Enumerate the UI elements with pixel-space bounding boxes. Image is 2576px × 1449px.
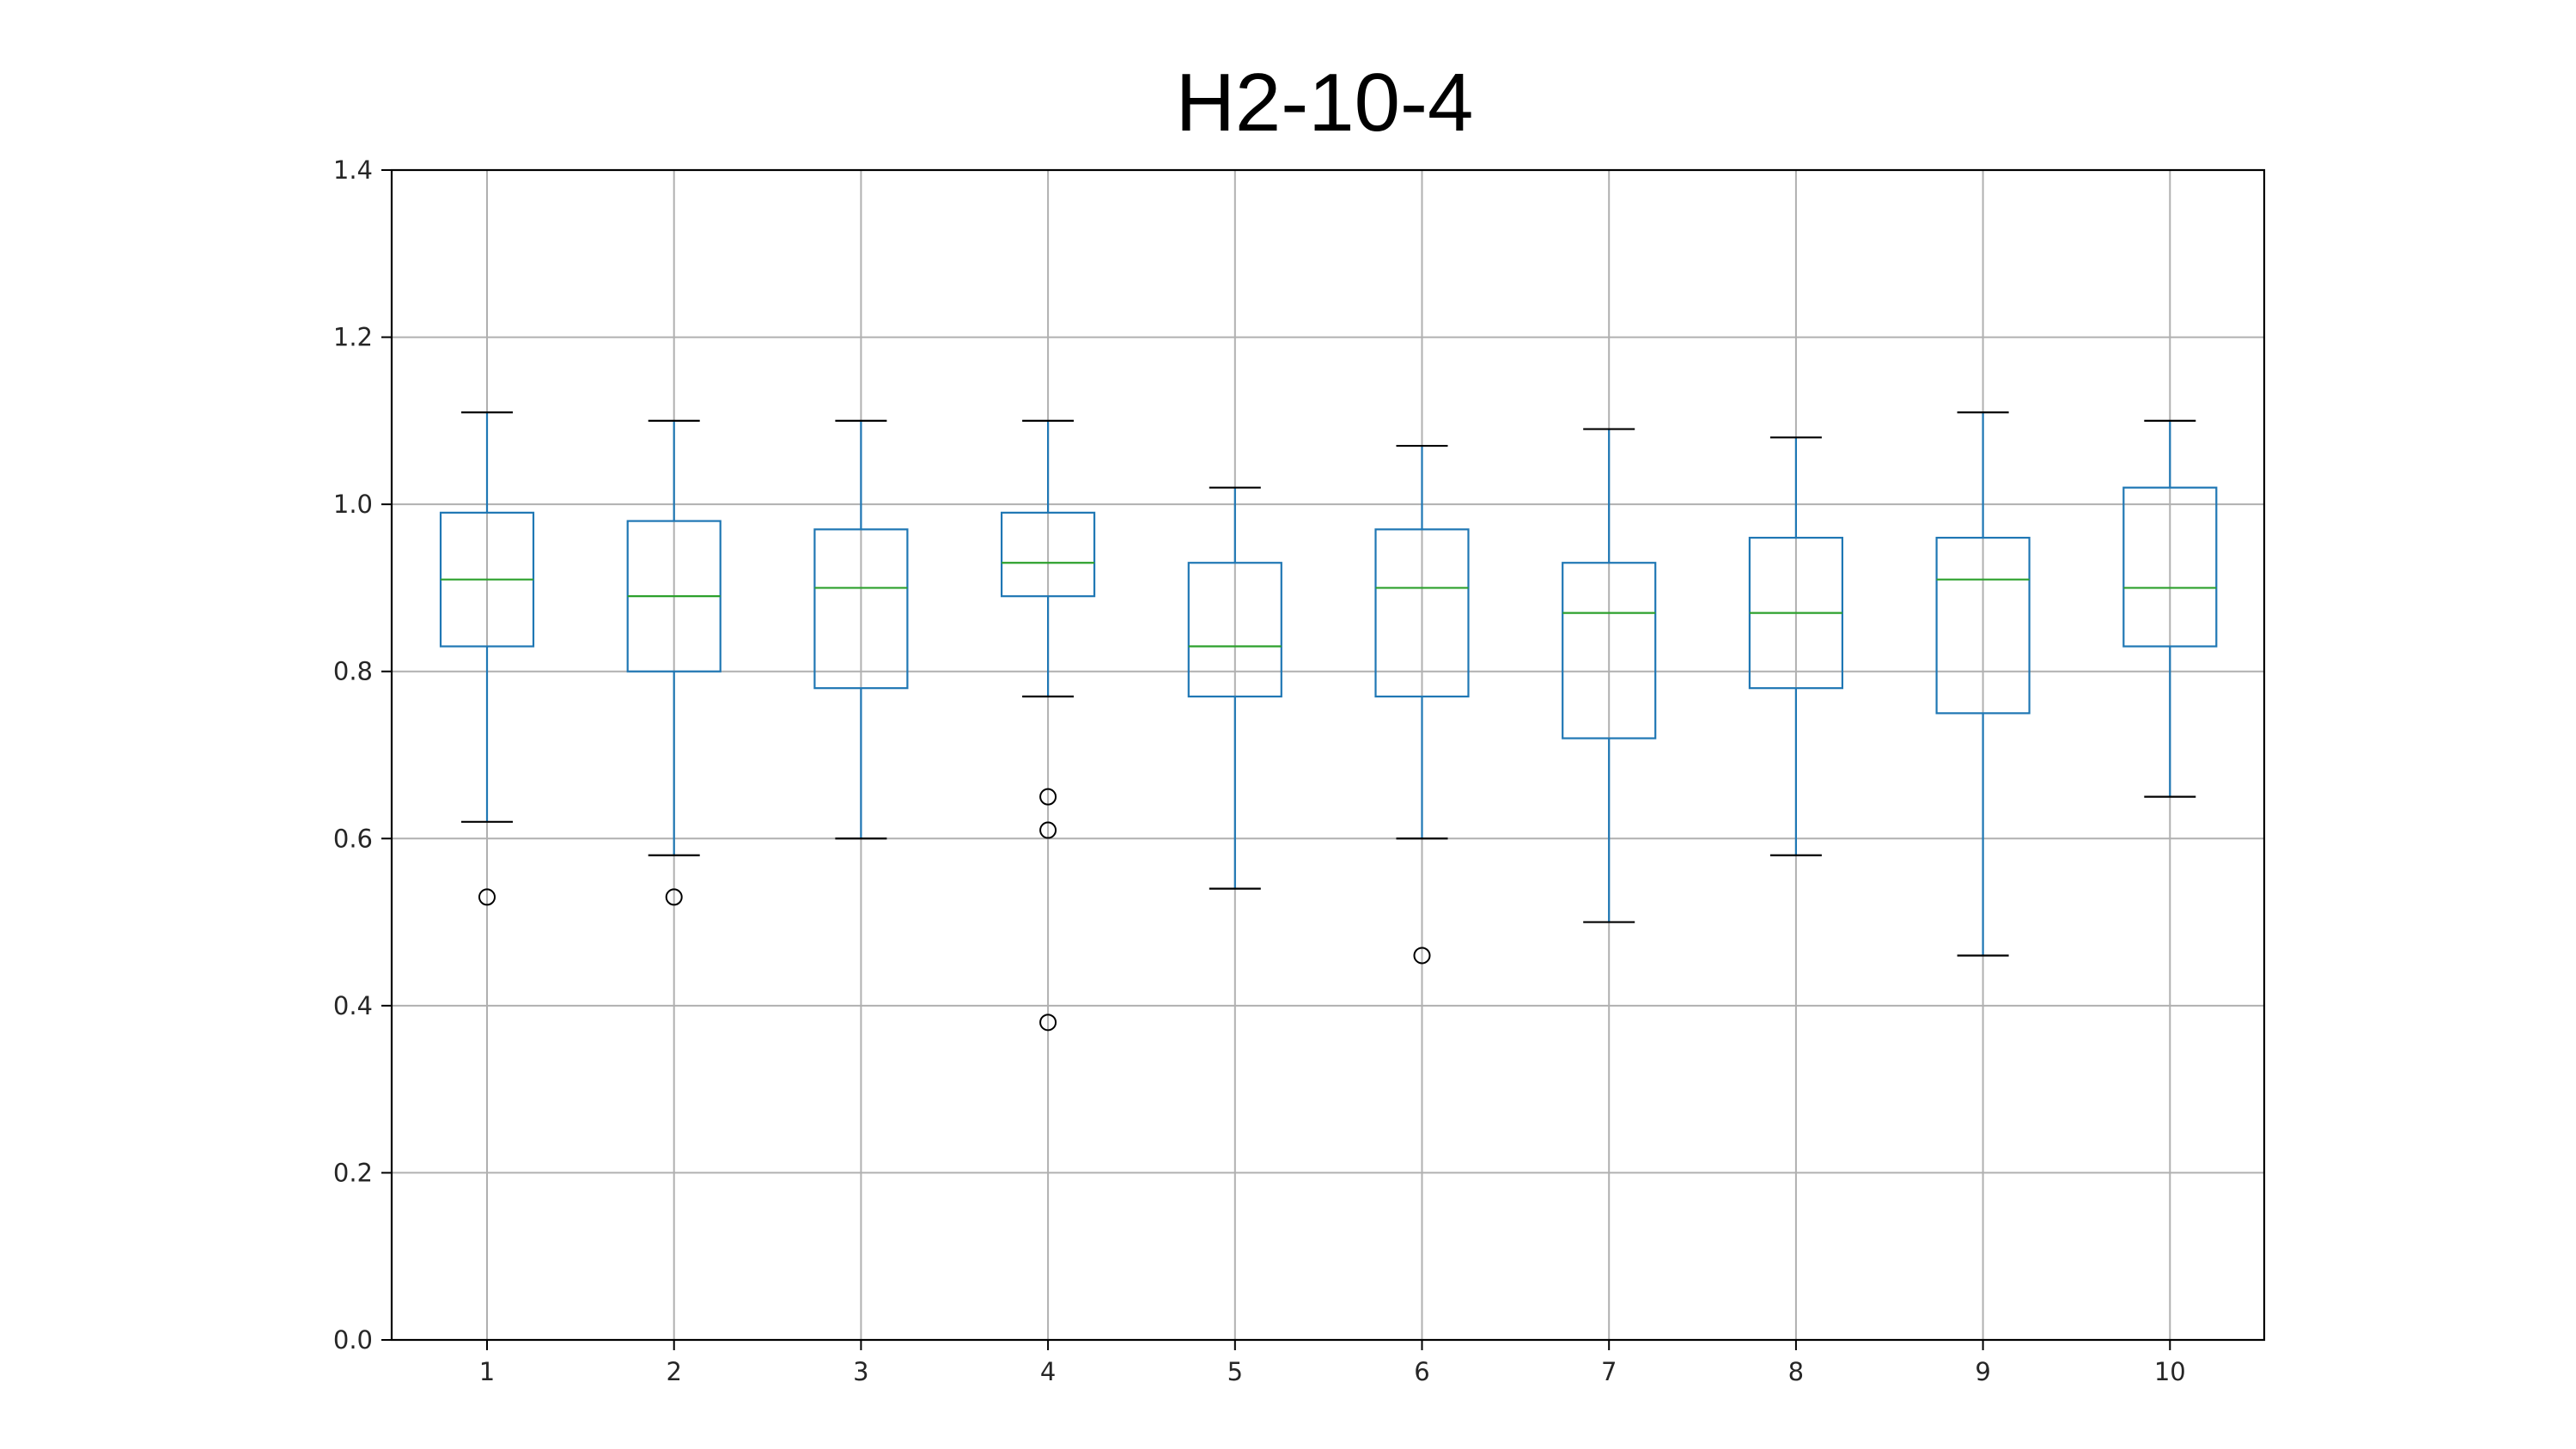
outlier-point	[1039, 1014, 1057, 1032]
box-10	[2122, 419, 2218, 798]
iqr-box	[813, 528, 909, 690]
iqr-box	[2122, 486, 2218, 648]
x-tick-label: 2	[666, 1357, 681, 1386]
y-tick-label: 0.2	[333, 1158, 373, 1187]
x-tick-label: 7	[1601, 1357, 1617, 1386]
y-tick-label: 0.0	[333, 1325, 373, 1355]
box-3	[813, 419, 909, 840]
box-9	[1935, 411, 2031, 957]
x-tick-label: 3	[853, 1357, 868, 1386]
box-1	[439, 411, 535, 906]
outlier-point	[1039, 821, 1057, 839]
box-layer	[439, 411, 2218, 1032]
outlier-point	[665, 888, 683, 906]
box-4	[1000, 419, 1096, 1032]
y-tick-label: 1.2	[333, 323, 373, 352]
y-tick-label: 0.8	[333, 657, 373, 686]
x-tick-label: 4	[1040, 1357, 1056, 1386]
x-tick-label: 8	[1788, 1357, 1804, 1386]
y-tick-label: 0.4	[333, 991, 373, 1020]
plot-area-frame	[390, 168, 2266, 1342]
box-2	[626, 419, 722, 906]
x-tick-label: 10	[2154, 1357, 2186, 1386]
iqr-box	[1935, 536, 2031, 715]
outlier-point	[478, 888, 496, 906]
iqr-box	[1187, 562, 1282, 698]
x-axis: 1 2 3 4 5 6 7 8 9 10	[479, 1340, 2186, 1386]
box-7	[1562, 428, 1657, 923]
y-axis: 0.0 0.2 0.4 0.6 0.8 1.0 1.2 1.4	[333, 155, 392, 1355]
box-8	[1748, 436, 1844, 856]
y-tick-label: 0.6	[333, 824, 373, 853]
y-tick-label: 1.0	[333, 490, 373, 519]
x-tick-label: 6	[1414, 1357, 1429, 1386]
outlier-point	[1413, 947, 1431, 965]
box-5	[1187, 486, 1282, 890]
y-tick-label: 1.4	[333, 155, 373, 185]
chart-title: H2-10-4	[1175, 57, 1474, 149]
outlier-point	[1039, 788, 1057, 806]
x-tick-label: 5	[1227, 1357, 1243, 1386]
box-6	[1374, 444, 1470, 965]
iqr-box	[1374, 528, 1470, 697]
x-tick-label: 1	[479, 1357, 495, 1386]
x-tick-label: 9	[1975, 1357, 1990, 1386]
iqr-box	[1562, 562, 1657, 740]
iqr-box	[1000, 511, 1096, 598]
